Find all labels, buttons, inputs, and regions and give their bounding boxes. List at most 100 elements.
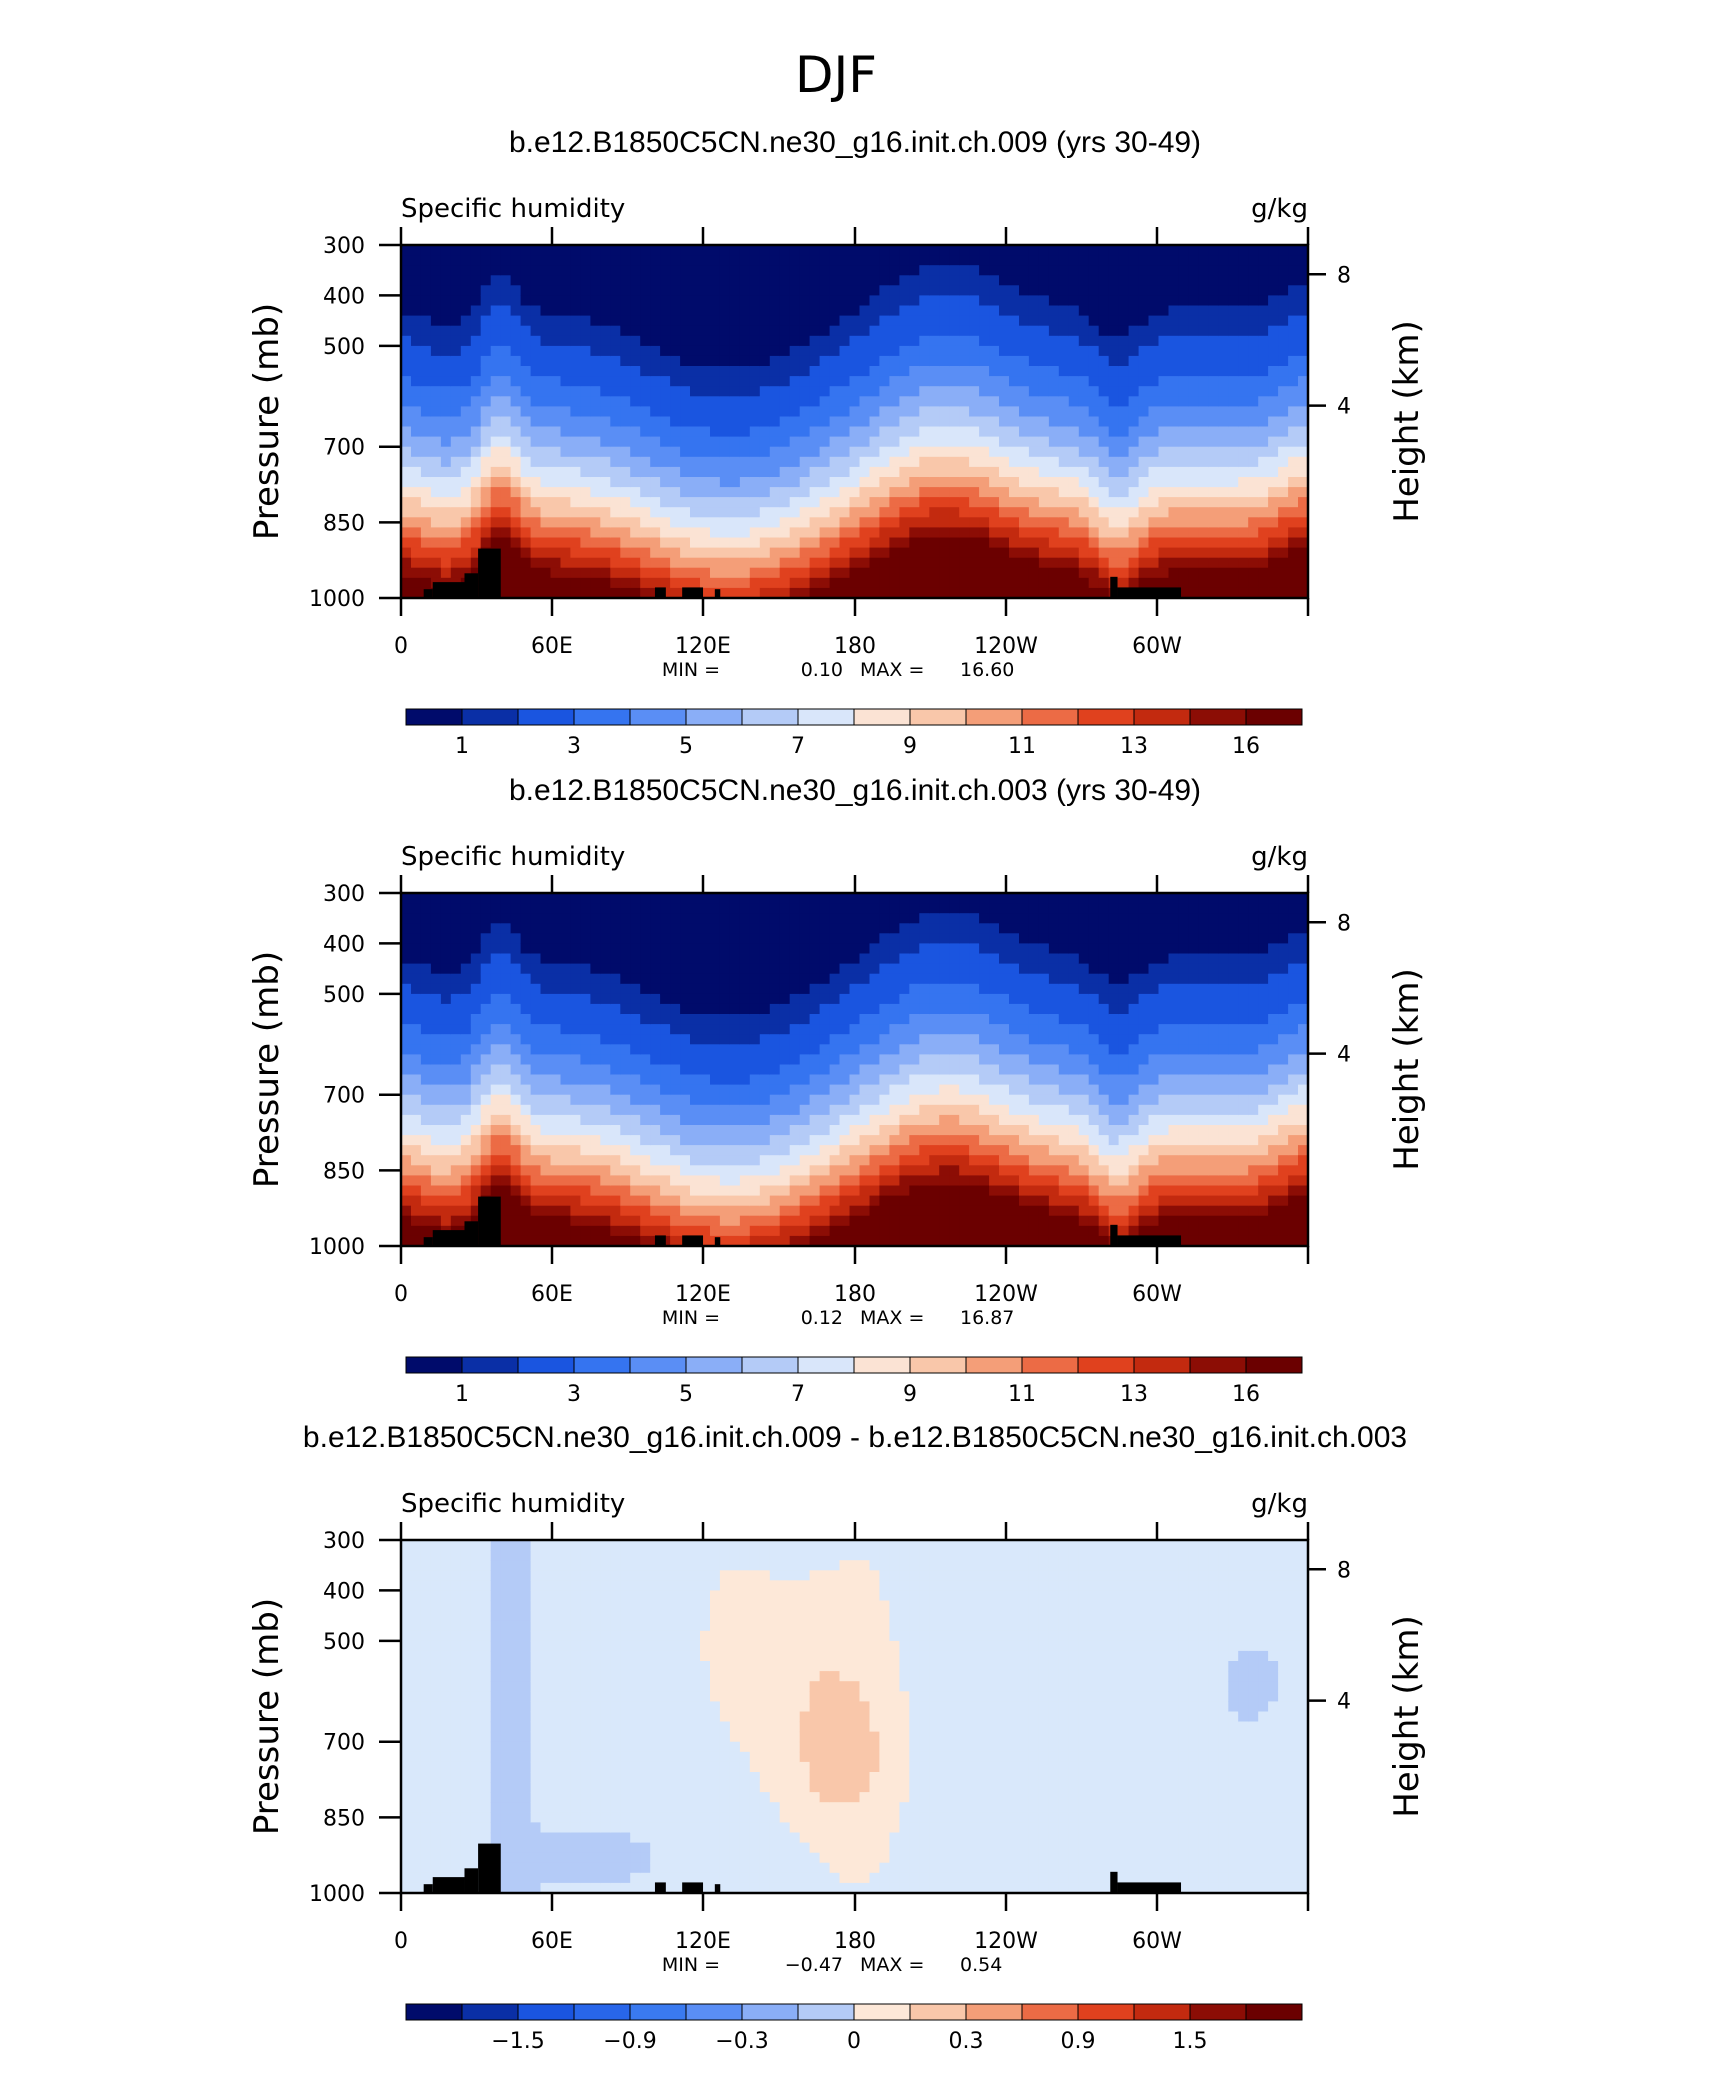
contour-cell xyxy=(700,406,711,418)
contour-cell xyxy=(690,1054,701,1066)
contour-cell xyxy=(450,446,462,458)
contour-cell xyxy=(460,517,472,528)
contour-cell xyxy=(660,993,671,1005)
contour-cell xyxy=(1288,527,1299,539)
contour-cell xyxy=(530,587,542,599)
contour-cell xyxy=(969,587,980,599)
contour-cell xyxy=(420,963,432,975)
contour-cell xyxy=(1188,557,1199,569)
contour-cell xyxy=(610,1094,621,1106)
contour-cell xyxy=(470,547,482,559)
contour-cell xyxy=(710,446,721,458)
contour-cell xyxy=(540,517,552,528)
contour-cell xyxy=(789,1125,801,1136)
contour-cell xyxy=(550,893,562,904)
contour-cell xyxy=(430,993,442,1005)
contour-cell xyxy=(660,1074,671,1086)
contour-cell xyxy=(809,507,821,518)
contour-cell xyxy=(1288,547,1299,559)
x-tick-label: 180 xyxy=(834,634,876,659)
contour-cell xyxy=(919,315,930,327)
contour-cell xyxy=(1058,446,1070,458)
contour-cell xyxy=(440,1014,452,1025)
contour-cell xyxy=(899,305,910,317)
contour-cell xyxy=(650,943,661,955)
contour-cell xyxy=(839,983,851,995)
contour-cell xyxy=(1298,517,1309,528)
contour-cell xyxy=(680,275,691,286)
contour-cell xyxy=(401,325,412,337)
contour-cell xyxy=(700,376,711,387)
contour-cell xyxy=(710,507,721,518)
contour-cell xyxy=(670,477,681,488)
contour-cell xyxy=(420,1094,432,1106)
contour-cell xyxy=(789,446,801,458)
contour-cell xyxy=(670,245,681,256)
contour-cell xyxy=(1118,335,1130,347)
contour-cell xyxy=(1238,416,1249,428)
contour-cell xyxy=(789,1074,801,1086)
contour-cell xyxy=(610,275,621,286)
contour-cell xyxy=(779,537,791,549)
contour-cell xyxy=(919,426,930,438)
contour-cell xyxy=(939,255,950,266)
contour-cell xyxy=(1038,507,1050,518)
contour-cell xyxy=(1298,396,1309,407)
contour-cell xyxy=(999,507,1010,518)
contour-cell xyxy=(1288,355,1299,367)
contour-cell xyxy=(670,275,681,286)
contour-cell xyxy=(1068,245,1080,256)
contour-cell xyxy=(610,537,621,549)
contour-cell xyxy=(610,1195,621,1207)
contour-cell xyxy=(729,963,741,975)
contour-cell xyxy=(829,1014,841,1025)
contour-cell xyxy=(849,993,861,1005)
contour-cell xyxy=(829,477,841,488)
contour-cell xyxy=(670,416,681,428)
contour-cell xyxy=(401,406,412,418)
contour-cell xyxy=(600,406,611,418)
contour-cell xyxy=(949,335,960,347)
contour-cell xyxy=(700,1104,711,1116)
contour-cell xyxy=(401,1104,412,1116)
contour-cell xyxy=(889,305,900,317)
contour-cell xyxy=(849,255,861,266)
contour-cell xyxy=(540,1185,552,1197)
contour-cell xyxy=(839,587,851,599)
contour-cell xyxy=(889,295,900,307)
contour-cell xyxy=(710,355,721,367)
contour-cell xyxy=(719,285,731,296)
contour-cell xyxy=(1278,255,1289,266)
contour-cell xyxy=(470,315,482,327)
contour-cell xyxy=(470,1165,482,1176)
contour-cell xyxy=(690,983,701,995)
contour-cell xyxy=(1238,285,1249,296)
contour-cell xyxy=(1278,547,1289,559)
contour-cell xyxy=(749,943,761,955)
contour-cell xyxy=(1128,295,1140,307)
contour-cell xyxy=(680,1225,691,1237)
contour-cell xyxy=(600,1215,611,1227)
contour-cell xyxy=(1038,406,1050,418)
contour-cell xyxy=(670,1064,681,1076)
contour-cell xyxy=(789,406,801,418)
contour-cell xyxy=(889,416,900,428)
contour-cell xyxy=(480,335,492,347)
contour-cell xyxy=(1238,386,1249,397)
contour-cell xyxy=(1208,557,1219,569)
contour-cell xyxy=(570,567,581,579)
contour-cell xyxy=(440,517,452,528)
contour-cell xyxy=(1288,265,1299,276)
contour-cell xyxy=(859,436,871,448)
contour-cell xyxy=(590,1014,601,1025)
contour-cell xyxy=(829,527,841,539)
contour-cell xyxy=(899,577,910,589)
contour-cell xyxy=(789,355,801,367)
contour-cell xyxy=(411,1165,422,1176)
contour-cell xyxy=(829,1185,841,1197)
contour-cell xyxy=(670,933,681,944)
contour-cell xyxy=(690,1064,701,1076)
contour-cell xyxy=(789,386,801,397)
contour-cell xyxy=(600,426,611,438)
contour-cell xyxy=(490,983,502,995)
